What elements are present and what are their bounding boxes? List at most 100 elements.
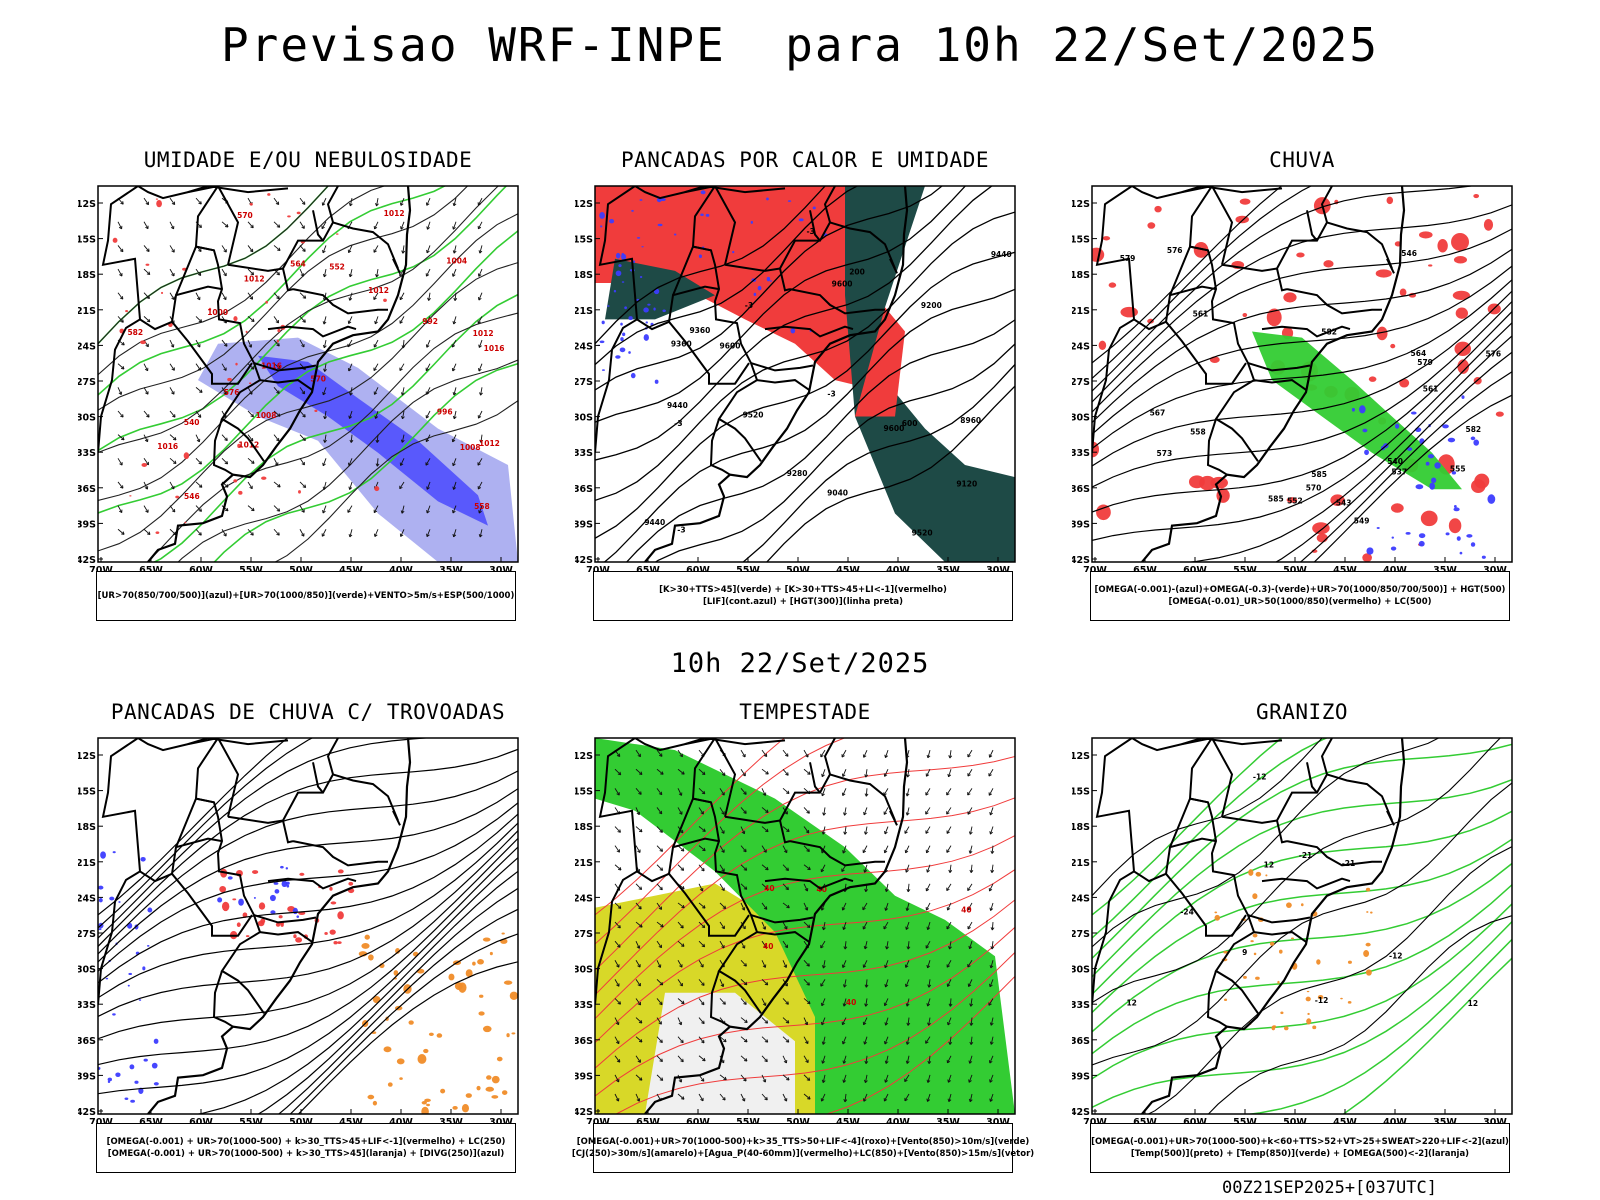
wind-vector <box>989 831 994 835</box>
coastline <box>644 738 909 1114</box>
border-line <box>227 263 294 292</box>
wind-vector <box>862 921 868 930</box>
wind-vector <box>636 811 641 816</box>
wind-vector <box>803 1074 811 1081</box>
wind-vector <box>883 1098 888 1102</box>
wind-vector <box>721 868 725 872</box>
wind-vector <box>221 457 228 465</box>
wind-vector <box>452 434 457 443</box>
contour-value-label: 200 <box>849 268 865 277</box>
jet-gap-area <box>645 992 795 1114</box>
wind-vector <box>925 830 929 834</box>
coastline <box>644 186 909 562</box>
map-layers: 5855855825795765735705675645615585555525… <box>1092 186 1512 562</box>
lat-tick-label: 39S <box>575 1071 593 1082</box>
thunderstorm-red-area <box>330 901 337 905</box>
divergence-blue-area <box>217 897 223 903</box>
lifted-index-contour-mark <box>636 237 641 239</box>
wind-vector <box>677 940 685 947</box>
wind-vector <box>863 1041 868 1045</box>
wind-vector <box>249 391 253 395</box>
wind-vector <box>221 268 227 277</box>
wind-vector <box>904 1074 910 1082</box>
wind-vector <box>679 753 683 758</box>
lat-tick-label: 21S <box>78 858 96 869</box>
height-500-contour <box>1092 265 1512 435</box>
wind-vector <box>195 528 202 536</box>
wind-vector <box>614 921 621 929</box>
lifted-index-contour-mark <box>766 276 771 282</box>
wind-vector <box>884 826 889 835</box>
border-line <box>392 258 401 274</box>
lon-tick-label: 60W <box>1183 1117 1207 1124</box>
lat-tick-label: 39S <box>1072 1071 1090 1082</box>
wind-vector <box>656 940 662 948</box>
wind-vector <box>904 826 910 834</box>
wind-vector <box>967 811 971 815</box>
wind-streamline <box>98 186 500 453</box>
wind-vector <box>740 845 747 853</box>
wind-vector <box>782 845 788 853</box>
wind-vector <box>348 486 353 490</box>
wind-vector <box>821 1017 826 1026</box>
wind-vector <box>635 883 642 890</box>
rain-blue-area <box>1466 534 1473 538</box>
wind-vector <box>656 960 661 968</box>
border-line <box>709 970 731 1028</box>
wind-streamline <box>98 186 386 376</box>
wind-vector <box>680 848 685 852</box>
wind-vector <box>884 1041 888 1045</box>
wind-vector <box>658 810 663 815</box>
wind-vector <box>883 849 888 854</box>
wind-vector <box>427 297 431 301</box>
divergence-blue-area <box>98 885 104 890</box>
omega-orange-area <box>1300 903 1304 907</box>
wind-vector <box>677 1074 682 1083</box>
wind-vector <box>785 1001 789 1005</box>
wind-vector <box>614 1093 619 1102</box>
lon-tick-label: 50W <box>289 1117 313 1124</box>
wind-vector <box>118 391 123 395</box>
legend-line: [OMEGA(-0.001)-(azul)+OMEGA(-0.3)-(verde… <box>1094 585 1506 595</box>
lat-tick-label: 30S <box>78 965 96 976</box>
wind-vector <box>844 826 847 835</box>
border-line <box>1181 186 1283 194</box>
wind-vector <box>884 845 889 854</box>
rain-shower-orange-area <box>496 1056 503 1062</box>
wind-vector <box>864 1003 868 1007</box>
lat-tick-label: 42S <box>575 1107 593 1118</box>
border-line <box>595 318 670 453</box>
wind-vector <box>169 292 175 300</box>
temperature-850-contour <box>1092 838 1512 1013</box>
wind-vector <box>782 1017 790 1024</box>
wind-vector <box>251 507 255 512</box>
map-layers <box>98 738 518 1114</box>
wind-vector <box>117 410 124 418</box>
legend-box: [OMEGA(-0.001)+UR>70(1000-500)+k<60+TTS>… <box>1090 1123 1510 1173</box>
wind-vector <box>884 830 888 835</box>
omega-orange-area <box>1265 874 1268 877</box>
wind-vector <box>841 1021 846 1026</box>
wind-vector <box>904 830 908 834</box>
border-line <box>212 970 234 1028</box>
wind-vector <box>250 532 254 536</box>
wind-vector <box>677 768 685 775</box>
rain-blue-area <box>1390 546 1397 551</box>
wind-vector <box>119 462 123 466</box>
height-500-contour <box>1092 228 1512 413</box>
thickness-contour-mark <box>237 443 241 448</box>
thunderstorm-red-area <box>251 870 259 874</box>
wind-vector <box>740 788 747 795</box>
wind-vector <box>614 1074 620 1083</box>
wind-vector <box>247 505 255 512</box>
wind-vector <box>925 940 931 949</box>
thickness-contour-mark <box>238 490 243 495</box>
rain-shower-orange-area <box>478 1011 485 1016</box>
wind-vector <box>946 964 950 968</box>
wind-vector <box>863 1017 868 1025</box>
lon-tick-label: 65W <box>139 565 163 572</box>
rain-blue-area <box>1461 395 1465 399</box>
wind-vector <box>842 902 847 911</box>
wind-vector <box>782 787 790 794</box>
wind-vector <box>763 944 767 949</box>
